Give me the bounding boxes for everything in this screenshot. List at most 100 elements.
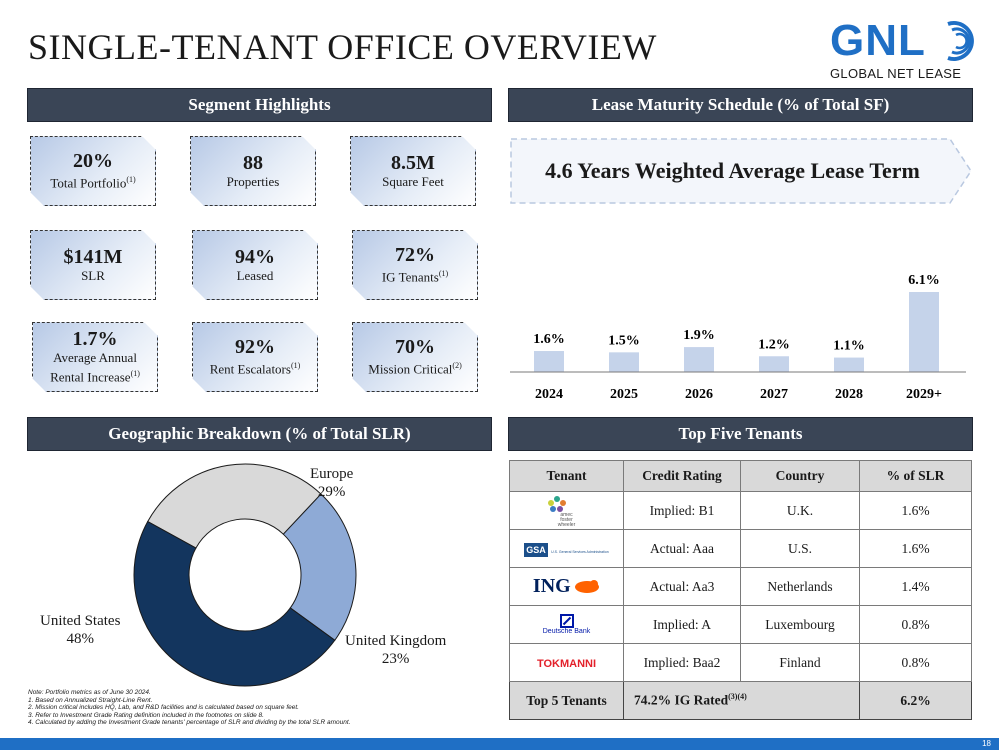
logo-wordmark: GNL: [830, 16, 926, 65]
bar-2025: [609, 352, 639, 372]
gsa-logo-mark: GSA: [524, 542, 548, 557]
lease-maturity-chart: 1.6% 2024 1.5% 2025 1.9% 2026 1.2% 2027 1.1% 2028…: [510, 273, 966, 402]
highlight-label-text: Mission Critical: [368, 361, 453, 377]
wale-banner: 4.6 Years Weighted Average Lease Term: [510, 138, 972, 204]
geo-donut-chart: [133, 463, 357, 687]
pie-label-value: 23%: [381, 651, 410, 667]
highlight-card: 70% Mission Critical(2): [352, 322, 478, 392]
lease-maturity-header: Lease Maturity Schedule (% of Total SF): [508, 88, 973, 122]
highlight-card: 72% IG Tenants(1): [352, 230, 478, 300]
rating-cell: Implied: Baa2: [623, 643, 741, 682]
highlight-value: $141M: [63, 246, 123, 268]
page-title: SINGLE-TENANT OFFICE OVERVIEW: [28, 27, 657, 67]
pie-label-value: 48%: [66, 631, 94, 647]
pie-label: United Kingdom 23%: [345, 632, 446, 668]
highlight-label-text: IG Tenants: [381, 269, 439, 285]
pie-label-name: United Kingdom: [345, 633, 447, 649]
col-country: Country: [740, 460, 860, 492]
slr-cell: 1.6%: [859, 529, 972, 568]
bar-value-label: 1.9%: [683, 328, 715, 343]
footer-bar: 18: [0, 738, 999, 750]
highlight-card: 88 Properties: [190, 136, 316, 206]
bar-2024: [534, 351, 564, 372]
pie-label-value: 29%: [317, 484, 346, 500]
country-cell: U.S.: [740, 529, 860, 568]
highlight-label-text: Total Portfolio: [50, 175, 127, 191]
deutsche-bank-text: Deutsche Bank: [542, 628, 591, 635]
total-label: Top 5 Tenants: [509, 681, 624, 720]
segment-highlights-header: Segment Highlights: [27, 88, 492, 122]
tenants-table: Tenant Credit Rating Country % of SLR am…: [509, 460, 972, 720]
country-cell: Finland: [740, 643, 860, 682]
pie-label-name: United States: [40, 613, 121, 629]
pie-label-name: Europe: [310, 466, 354, 482]
bar-2028: [834, 357, 864, 372]
page-number: 18: [982, 739, 991, 748]
bar-2027: [759, 356, 789, 372]
highlight-label: Rent Escalators(1): [210, 358, 301, 377]
highlight-card: 20% Total Portfolio(1): [30, 136, 156, 206]
ing-lion-icon: [575, 580, 600, 593]
table-row: GSA U.S. General Services Administration…: [509, 529, 972, 568]
deutsche-bank-logo: Deutsche Bank: [509, 605, 624, 644]
highlight-value: 92%: [235, 336, 275, 359]
table-row: TOKMANNI Implied: Baa2 Finland 0.8%: [509, 643, 972, 682]
logo-tagline: GLOBAL NET LEASE: [830, 66, 962, 81]
highlight-label-line2: Rental Increase: [50, 369, 131, 385]
table-header-row: Tenant Credit Rating Country % of SLR: [509, 460, 972, 492]
slr-cell: 0.8%: [859, 643, 972, 682]
highlight-value: 88: [243, 152, 263, 174]
highlight-label-text: SLR: [81, 268, 105, 283]
x-tick-label: 2029+: [906, 387, 942, 402]
top-tenants-header: Top Five Tenants: [508, 417, 973, 451]
highlight-label-line1: Average Annual: [53, 350, 137, 366]
pie-label: Europe 29%: [310, 465, 353, 501]
footnote-ref: (1): [126, 175, 136, 185]
col-credit-rating: Credit Rating: [623, 460, 741, 492]
deutsche-bank-icon: [559, 614, 574, 628]
footnote: 2. Mission critical includes HQ, Lab, an…: [28, 704, 299, 712]
highlight-card: 94% Leased: [192, 230, 318, 300]
bar-value-label: 1.2%: [758, 337, 790, 352]
footnote-ref: (1): [438, 269, 449, 279]
highlight-label: IG Tenants(1): [382, 266, 448, 285]
total-slr: 6.2%: [859, 681, 972, 720]
rating-cell: Actual: Aa3: [623, 567, 741, 606]
rating-cell: Implied: B1: [623, 491, 741, 530]
amec-logo-text-3: wheeler: [557, 521, 576, 528]
highlight-label-text: Square Feet: [382, 174, 444, 189]
wale-text: 4.6 Years Weighted Average Lease Term: [545, 158, 920, 183]
highlight-label-text: Properties: [226, 174, 280, 189]
bar-2029+: [909, 292, 939, 372]
highlight-label-text: Leased: [236, 268, 274, 283]
country-cell: U.K.: [740, 491, 860, 530]
country-cell: Netherlands: [740, 567, 860, 606]
footnote: 4. Calculated by adding the Investment G…: [28, 719, 351, 727]
highlight-label: Mission Critical(2): [368, 358, 461, 377]
footnotes: Note: Portfolio metrics as of June 30 20…: [28, 689, 350, 727]
rating-cell: Actual: Aaa: [623, 529, 741, 568]
amec-logo-text-2: foster: [560, 516, 573, 523]
highlight-label: Total Portfolio(1): [50, 172, 135, 191]
highlight-value: 70%: [395, 336, 435, 359]
highlight-value: 72%: [395, 244, 435, 267]
slr-cell: 0.8%: [859, 605, 972, 644]
bar-value-label: 6.1%: [908, 273, 940, 288]
footnote-ref: (1): [290, 361, 301, 371]
tokmanni-logo-text: TOKMANNI: [536, 657, 597, 670]
table-row: amec foster wheeler Implied: B1 U.K. 1.6…: [509, 491, 972, 530]
x-tick-label: 2025: [610, 387, 638, 402]
total-ig: 74.2% IG Rated(3)(4): [623, 681, 860, 720]
highlight-label: SLR: [81, 268, 105, 284]
table-row: ING Actual: Aa3 Netherlands 1.4%: [509, 567, 972, 606]
total-ig-sup: (3)(4): [728, 692, 747, 702]
footnote-ref: (1): [130, 369, 140, 379]
highlight-value: 20%: [73, 150, 113, 173]
tokmanni-logo: TOKMANNI: [509, 643, 624, 682]
total-row: Top 5 Tenants 74.2% IG Rated(3)(4) 6.2%: [509, 681, 972, 720]
x-tick-label: 2024: [535, 387, 563, 402]
highlight-card: $141M SLR: [30, 230, 156, 300]
bar-value-label: 1.6%: [533, 332, 565, 347]
slice-united-kingdom: [282, 493, 357, 641]
rating-cell: Implied: A: [623, 605, 741, 644]
